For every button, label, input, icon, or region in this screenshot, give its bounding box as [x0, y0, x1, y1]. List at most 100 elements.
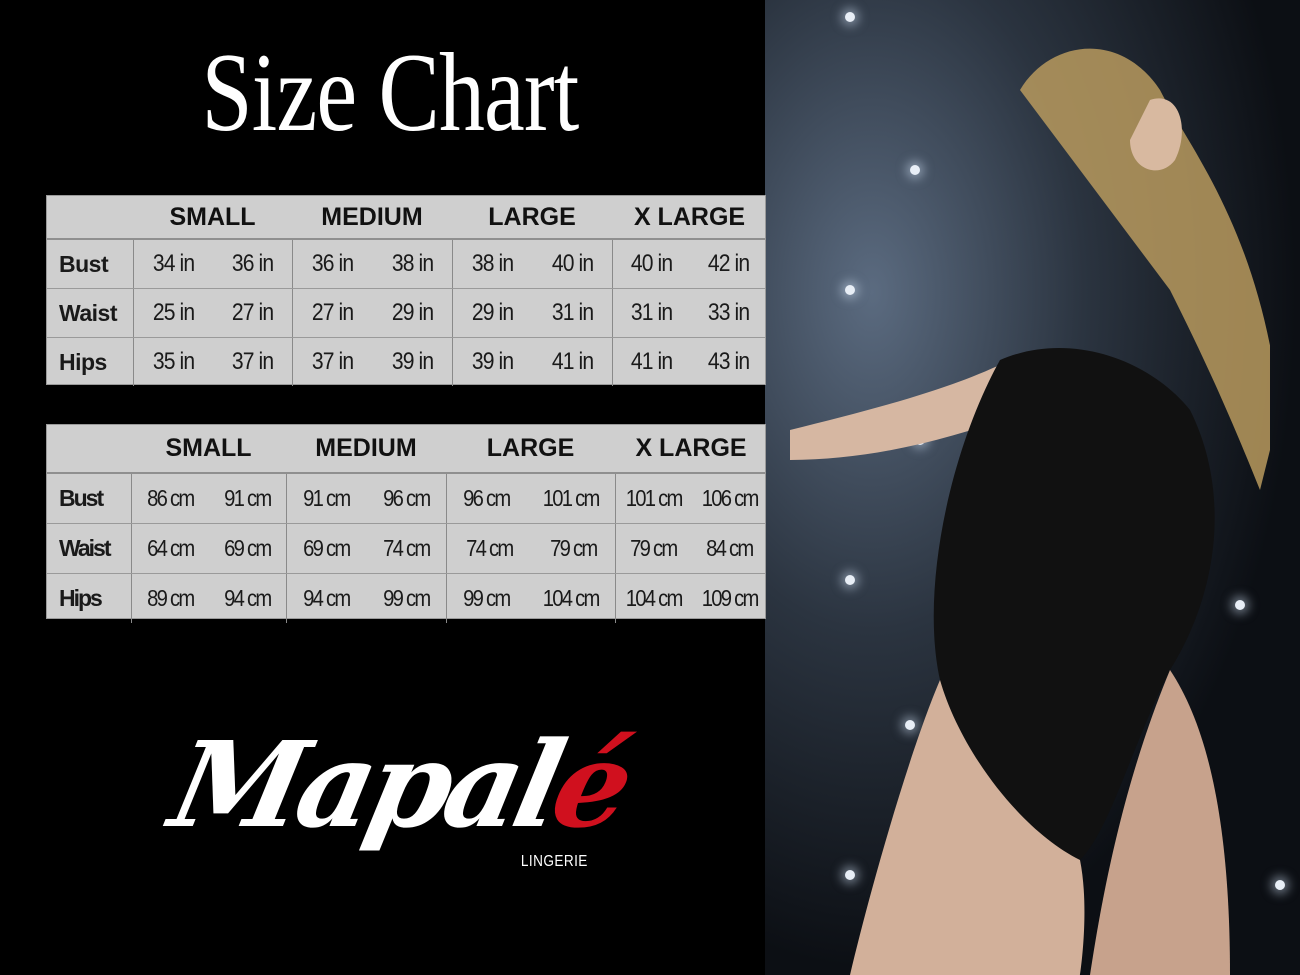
row-label: Waist — [59, 299, 118, 326]
measurement-value: 41 in — [551, 348, 594, 375]
measurement-value: 79 cm — [630, 535, 679, 561]
table-header: SMALL MEDIUM LARGE X LARGE — [47, 425, 765, 474]
measurement-value: 101 cm — [625, 485, 684, 511]
measurement-value: 36 in — [312, 250, 354, 277]
measurement-value: 31 in — [630, 299, 673, 326]
logo-subtitle: LINGERIE — [520, 853, 588, 870]
size-cell: 79 cm 84 cm — [615, 524, 767, 573]
size-header: X LARGE — [635, 434, 747, 462]
row-label: Bust — [59, 485, 104, 511]
measurement-value: 64 cm — [147, 535, 195, 561]
measurement-value: 39 in — [391, 348, 434, 375]
measurement-value: 31 in — [551, 299, 594, 326]
size-table-cm: SMALL MEDIUM LARGE X LARGE Bust 86 cm 91 c… — [46, 424, 766, 623]
size-cell: 40 in 42 in — [612, 240, 767, 288]
table-row: Hips 35 in 37 in 37 in 39 in 39 in 41 in 41 in 4… — [47, 338, 765, 386]
size-cell: 89 cm 94 cm — [131, 574, 286, 623]
measurement-value: 79 cm — [549, 535, 598, 561]
table-row: Waist 25 in 27 in 27 in 29 in 29 in 31 in 31 in… — [47, 289, 765, 338]
tufted-button — [910, 165, 920, 175]
measurement-value: 69 cm — [224, 535, 272, 561]
size-cell: 91 cm 96 cm — [286, 474, 446, 523]
table-header: SMALL MEDIUM LARGE X LARGE — [47, 196, 765, 240]
measurement-value: 27 in — [312, 299, 354, 326]
measurement-value: 101 cm — [542, 485, 600, 511]
row-label: Hips — [59, 348, 107, 375]
measurement-value: 99 cm — [383, 585, 431, 611]
size-cell: 74 cm 79 cm — [446, 524, 615, 573]
row-label: Hips — [59, 585, 103, 611]
size-header: LARGE — [488, 202, 576, 231]
measurement-value: 106 cm — [701, 485, 759, 511]
measurement-value: 96 cm — [383, 485, 431, 511]
size-cell: 86 cm 91 cm — [131, 474, 286, 523]
size-header: LARGE — [486, 434, 575, 462]
measurement-value: 33 in — [707, 299, 750, 326]
size-cell: 64 cm 69 cm — [131, 524, 286, 573]
table-row: Waist 64 cm 69 cm 69 cm 74 cm 74 cm 79 cm 79 cm… — [47, 524, 765, 574]
measurement-value: 36 in — [231, 250, 274, 277]
tufted-button — [905, 720, 915, 730]
row-label: Bust — [59, 250, 109, 277]
model-figure — [790, 48, 1270, 975]
measurement-value: 74 cm — [383, 535, 431, 561]
row-label: Waist — [59, 535, 112, 561]
measurement-value: 104 cm — [625, 585, 684, 611]
size-header: MEDIUM — [315, 434, 417, 462]
measurement-value: 34 in — [152, 250, 195, 277]
size-header: SMALL — [165, 434, 252, 462]
table-row: Bust 34 in 36 in 36 in 38 in 38 in 40 in 40 in 4… — [47, 240, 765, 289]
measurement-value: 40 in — [551, 250, 594, 277]
measurement-value: 27 in — [231, 299, 274, 326]
measurement-value: 109 cm — [701, 585, 759, 611]
measurement-value: 39 in — [472, 348, 514, 375]
size-cell: 41 in 43 in — [612, 338, 767, 386]
size-cell: 34 in 36 in — [133, 240, 292, 288]
measurement-value: 99 cm — [463, 585, 511, 611]
measurement-value: 38 in — [391, 250, 434, 277]
size-table-inches: SMALL MEDIUM LARGE X LARGE Bust 34 in 36 i… — [46, 195, 766, 386]
measurement-value: 37 in — [231, 348, 274, 375]
tufted-button — [845, 285, 855, 295]
table-row: Bust 86 cm 91 cm 91 cm 96 cm 96 cm 101 cm 101 c… — [47, 474, 765, 524]
size-cell: 69 cm 74 cm — [286, 524, 446, 573]
size-header: MEDIUM — [321, 202, 423, 231]
size-cell: 31 in 33 in — [612, 289, 767, 337]
tufted-button — [845, 870, 855, 880]
measurement-value: 43 in — [707, 348, 750, 375]
measurement-value: 29 in — [391, 299, 434, 326]
measurement-value: 89 cm — [147, 585, 195, 611]
size-cell: 25 in 27 in — [133, 289, 292, 337]
size-cell: 104 cm 109 cm — [615, 574, 767, 623]
size-cell: 99 cm 104 cm — [446, 574, 615, 623]
measurement-value: 40 in — [630, 250, 673, 277]
tufted-button — [845, 12, 855, 22]
measurement-value: 96 cm — [463, 485, 511, 511]
tufted-button — [1275, 880, 1285, 890]
measurement-value: 38 in — [472, 250, 514, 277]
measurement-value: 94 cm — [303, 585, 352, 611]
size-cell: 37 in 39 in — [292, 338, 452, 386]
size-cell: 94 cm 99 cm — [286, 574, 446, 623]
tufted-button — [845, 575, 855, 585]
measurement-value: 94 cm — [224, 585, 272, 611]
measurement-value: 37 in — [312, 348, 354, 375]
measurement-value: 91 cm — [224, 485, 272, 511]
size-cell: 101 cm 106 cm — [615, 474, 767, 523]
measurement-value: 42 in — [707, 250, 750, 277]
measurement-value: 84 cm — [706, 535, 754, 561]
size-cell: 27 in 29 in — [292, 289, 452, 337]
size-cell: 35 in 37 in — [133, 338, 292, 386]
size-header: X LARGE — [633, 202, 746, 231]
table-row: Hips 89 cm 94 cm 94 cm 99 cm 99 cm 104 cm 104 c… — [47, 574, 765, 623]
size-cell: 36 in 38 in — [292, 240, 452, 288]
size-cell: 39 in 41 in — [452, 338, 612, 386]
size-cell: 96 cm 101 cm — [446, 474, 615, 523]
measurement-value: 69 cm — [303, 535, 352, 561]
tufted-button — [1235, 600, 1245, 610]
measurement-value: 91 cm — [303, 485, 352, 511]
page-title: Size Chart — [201, 31, 580, 155]
brand-logo: Mapalé LINGERIE — [160, 715, 640, 870]
measurement-value: 41 in — [630, 348, 673, 375]
size-cell: 29 in 31 in — [452, 289, 612, 337]
